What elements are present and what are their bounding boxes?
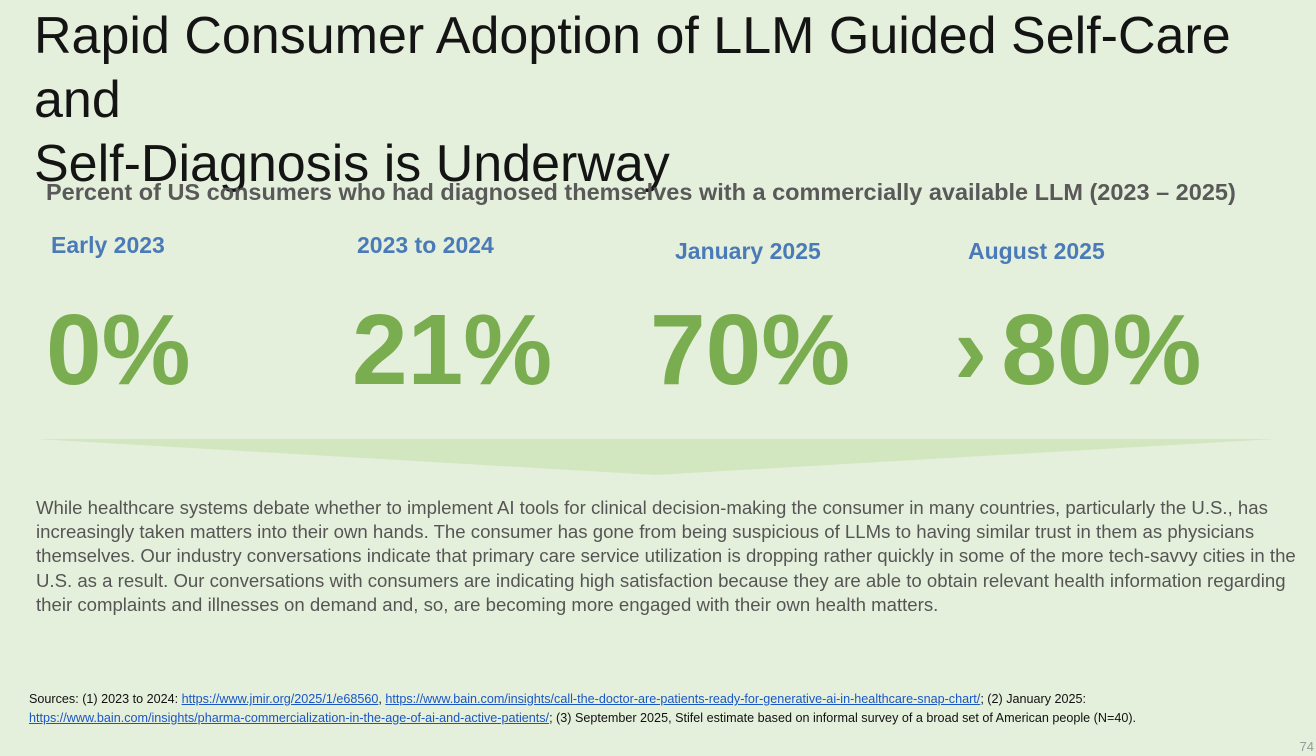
sources-footnote: Sources: (1) 2023 to 2024: https://www.j…: [29, 690, 1284, 727]
sources-prefix: Sources: (1) 2023 to 2024:: [29, 692, 182, 706]
stat-value-august-2025-number: 80%: [1001, 294, 1202, 406]
sources-middle: ; (2) January 2025:: [980, 692, 1087, 706]
greater-than-symbol: ›: [954, 294, 988, 406]
sources-separator: ,: [378, 692, 386, 706]
stat-value-january-2025: 70%: [650, 294, 851, 406]
title-line-2: Self-Diagnosis is Underway: [34, 135, 670, 193]
period-label-early-2023: Early 2023: [51, 232, 165, 258]
slide-title: Rapid Consumer Adoption of LLM Guided Se…: [34, 4, 1284, 196]
period-label-august-2025: August 2025: [968, 238, 1105, 264]
sources-suffix: ; (3) September 2025, Stifel estimate ba…: [549, 710, 1137, 725]
period-label-2023-to-2024: 2023 to 2024: [357, 232, 494, 258]
chart-subtitle: Percent of US consumers who had diagnose…: [46, 179, 1236, 205]
source-link-bain-snap-chart[interactable]: https://www.bain.com/insights/call-the-d…: [385, 692, 981, 706]
commentary-paragraph: While healthcare systems debate whether …: [36, 497, 1296, 615]
stat-value-august-2025: › 80%: [954, 290, 1201, 410]
downward-arrow-band: [36, 439, 1276, 475]
period-label-january-2025: January 2025: [675, 238, 821, 264]
title-line-1: Rapid Consumer Adoption of LLM Guided Se…: [34, 7, 1231, 129]
stat-value-early-2023: 0%: [46, 294, 191, 406]
source-link-bain-pharma[interactable]: https://www.bain.com/insights/pharma-com…: [29, 710, 550, 725]
source-link-jmir[interactable]: https://www.jmir.org/2025/1/e68560: [181, 692, 379, 706]
page-number: 74: [1299, 739, 1314, 754]
stat-value-2023-to-2024: 21%: [352, 294, 553, 406]
